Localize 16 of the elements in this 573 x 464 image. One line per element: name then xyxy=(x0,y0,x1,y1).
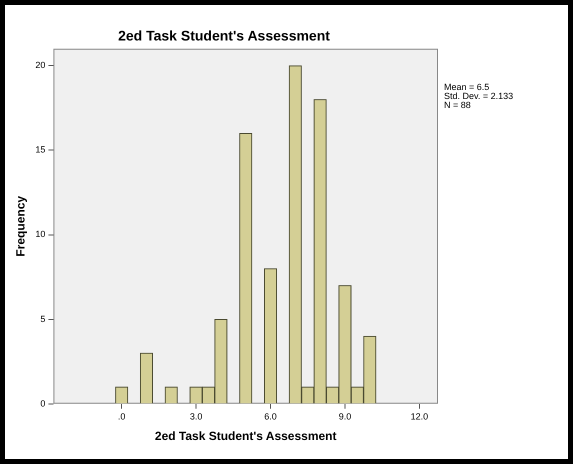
y-tick-label: 5 xyxy=(40,314,46,324)
x-tick-label: 6.0 xyxy=(264,412,277,422)
y-tick-label: 0 xyxy=(40,398,46,408)
x-tick-label: 9.0 xyxy=(338,412,352,422)
x-tick-label: .0 xyxy=(118,412,126,422)
y-tick-label: 10 xyxy=(35,229,46,240)
text: N = 88 xyxy=(444,100,471,110)
y-tick-label: 20 xyxy=(35,60,46,70)
text: Std. Dev. = 2.133 xyxy=(444,90,514,101)
y-tick-label: 15 xyxy=(35,144,46,155)
y-axis-title: Frequency xyxy=(14,196,28,257)
x-tick-label: 12.0 xyxy=(410,412,428,422)
chart-title: 2ed Task Student's Assessment xyxy=(118,27,330,44)
text: Mean = 6.5 xyxy=(444,82,490,92)
x-axis-title: 2ed Task Student's Assessment xyxy=(154,429,336,444)
x-tick-label: 3.0 xyxy=(190,412,202,422)
